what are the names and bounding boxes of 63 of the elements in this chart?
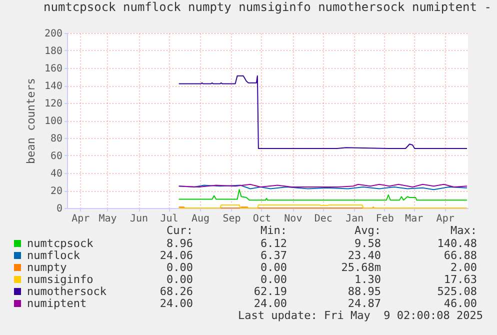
y-tick-label: 40 [50,168,62,180]
x-tick-label: Apr [72,214,90,224]
x-tick-label: Mar [405,214,424,224]
legend-label: numiptent [27,297,87,310]
text: Last update: Fri May 9 02:00:08 2025 [238,309,483,322]
y-tick-label: 140 [44,81,62,92]
x-tick-label: Nov [284,214,302,224]
y-tick-label: 100 [44,116,62,127]
legend-label: numothersock [27,285,106,298]
text: 24.87 [348,297,381,310]
text: 525.08 [437,285,477,298]
y-tick-label: 20 [50,186,62,197]
text: 0.00 [166,273,193,286]
x-tick-label: Jan [346,214,364,224]
y-tick-label: 80 [50,134,62,144]
legend-label: numtcpsock [27,237,94,250]
text: 2.00 [450,261,477,274]
text: 0.00 [260,261,287,274]
text: 88.95 [348,285,381,298]
text: 62.19 [254,285,287,298]
text: 24.06 [160,249,193,262]
x-tick-label: Sep [222,214,241,224]
line-series [178,75,468,149]
x-tick-label: Apr [436,214,454,224]
text: Max: [450,224,477,237]
line-series [178,189,468,201]
text: 17.63 [444,273,477,286]
y-tick-label: 0 [56,204,62,214]
text: 6.37 [260,249,287,262]
text: Cur: [166,224,193,237]
text: 66.88 [444,249,477,262]
text: 24.00 [160,297,193,310]
x-tick-label: Dec [314,214,332,224]
x-tick-label: Aug [191,214,210,224]
text: Min: [260,224,287,237]
text: 24.00 [254,297,287,310]
text: 25.68m [341,261,381,274]
x-tick-label: Jul [160,214,178,224]
text: 68.26 [160,285,193,298]
legend-label: numsiginfo [27,273,94,286]
text: 0.00 [260,273,287,286]
y-tick-label: 200 [44,28,62,40]
chart-title: numtcpsock numflock numpty numsiginfo numothersock numiptent - [44,0,492,14]
y-axis-title: bean counters [24,78,38,164]
legend-label: numpty [27,261,67,274]
text: 8.96 [166,237,193,250]
text: 6.12 [260,237,287,250]
x-tick-label: Feb [376,214,394,224]
text: 46.00 [444,297,477,310]
text: Avg: [354,224,381,237]
x-tick-label: Oct [252,214,271,224]
x-tick-label: May [98,214,117,224]
text: 140.48 [437,237,477,250]
y-tick-label: 160 [44,64,62,74]
text: 0.00 [166,261,193,274]
text: 1.30 [354,273,381,286]
text: 23.40 [348,249,381,262]
y-tick-label: 120 [44,98,62,110]
y-tick-label: 60 [50,151,62,162]
y-tick-label: 180 [44,46,62,57]
legend-label: numflock [27,249,80,262]
text: 9.58 [354,237,381,250]
x-tick-label: Jun [130,214,148,224]
